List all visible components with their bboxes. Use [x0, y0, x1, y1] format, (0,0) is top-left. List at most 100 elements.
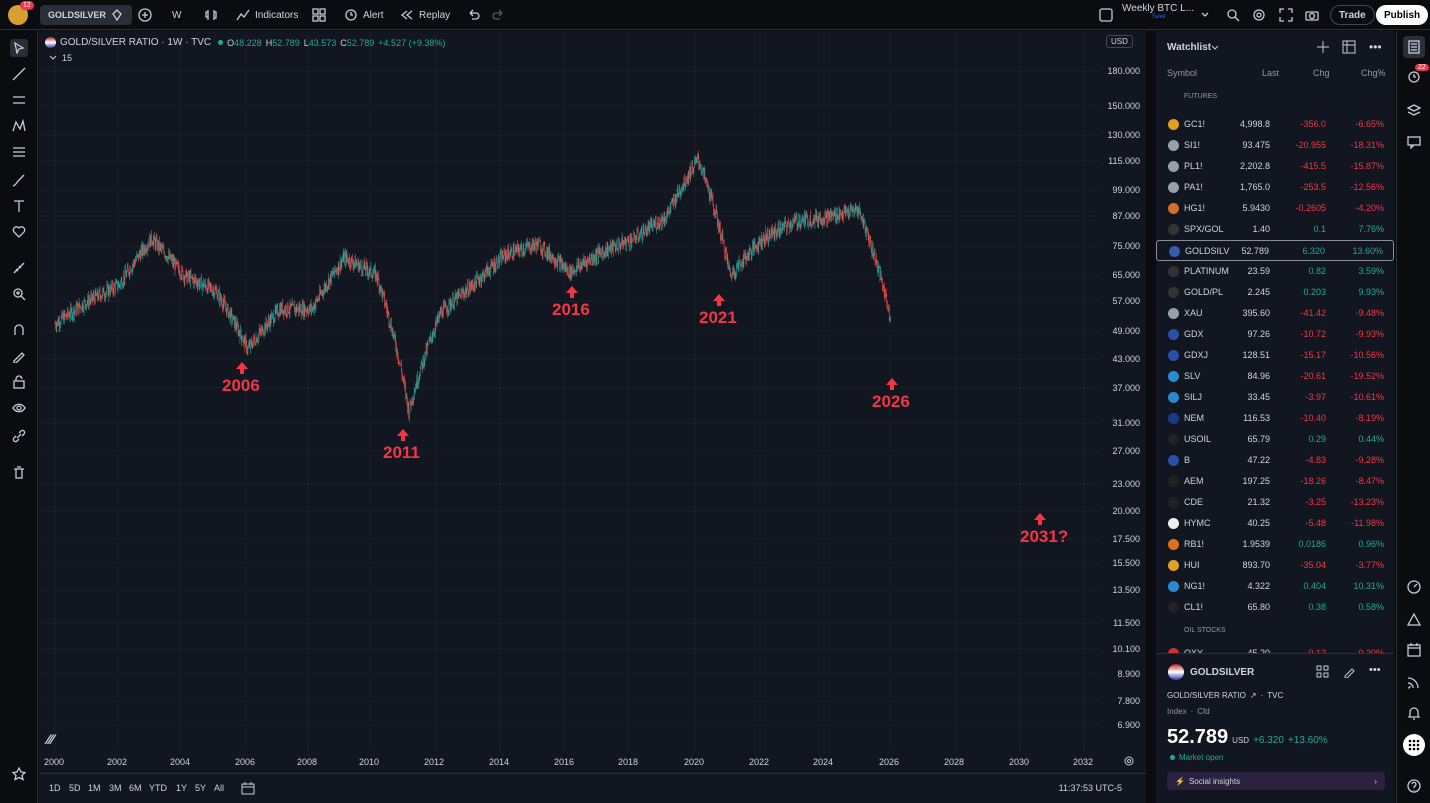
lock-drawings-tool[interactable]: [10, 373, 28, 391]
range-button[interactable]: 5D: [69, 783, 81, 793]
apps-tab[interactable]: [1403, 734, 1425, 756]
horizontal-lines-tool[interactable]: [10, 91, 28, 109]
ideas-tab[interactable]: [1403, 609, 1425, 631]
watchlist-row[interactable]: RB1! 1.9539 0.0186 0.96%: [1156, 534, 1394, 555]
watchlist-row[interactable]: B 47.22 -4.83 -9.28%: [1156, 450, 1394, 471]
add-symbol-button[interactable]: [1316, 40, 1330, 57]
publish-button[interactable]: Publish: [1376, 5, 1429, 25]
text-tool[interactable]: [10, 197, 28, 215]
col-last[interactable]: Last: [1262, 68, 1280, 78]
col-pct[interactable]: Chg%: [1361, 68, 1386, 78]
avatar[interactable]: 12: [8, 1, 34, 25]
watchlist-row[interactable]: PLATINUM 23.59 0.82 3.59%: [1156, 261, 1394, 282]
detail-more-button[interactable]: •••: [1369, 664, 1381, 676]
watchlist-dropdown[interactable]: [1211, 43, 1219, 55]
fullscreen-button[interactable]: [1279, 5, 1293, 25]
watchlist-row[interactable]: HUI 893.70 -35.04 -3.77%: [1156, 555, 1394, 576]
watchlist-row[interactable]: SLV 84.96 -20.61 -19.52%: [1156, 366, 1394, 387]
watchlist-row[interactable]: NEM 116.53 -10.40 -8.19%: [1156, 408, 1394, 429]
detail-name[interactable]: GOLD/SILVER RATIO: [1167, 691, 1246, 700]
layout-checkbox[interactable]: [1099, 5, 1113, 25]
chart-pane[interactable]: GOLD/SILVER RATIO · 1W · TVC O48.228 H52…: [39, 31, 1146, 773]
remove-drawings-tool[interactable]: [10, 463, 28, 481]
alert-button[interactable]: Alert: [344, 5, 384, 25]
watchlist-row[interactable]: USOIL 65.79 0.29 0.44%: [1156, 429, 1394, 450]
pattern-tool[interactable]: [10, 117, 28, 135]
detail-edit-button[interactable]: [1343, 665, 1356, 681]
trade-button[interactable]: Trade: [1330, 5, 1375, 25]
user-avatar[interactable]: 12: [8, 1, 34, 25]
link-tool[interactable]: [10, 427, 28, 445]
more-options-button[interactable]: •••: [1369, 40, 1382, 54]
watchlist-row[interactable]: AEM 197.25 -18.26 -8.47%: [1156, 471, 1394, 492]
zoom-tool[interactable]: [10, 285, 28, 303]
watchlist-row[interactable]: CL1! 65.80 0.38 0.58%: [1156, 597, 1394, 618]
watchlist-row[interactable]: HG1! 5.9430 -0.2605 -4.20%: [1156, 198, 1394, 219]
watchlist-row[interactable]: GDX 97.26 -10.72 -9.93%: [1156, 324, 1394, 345]
watchlist-row[interactable]: GOLDSILV 52.789 6.320 13.60%: [1156, 240, 1394, 261]
social-insights-button[interactable]: ⚡ Social insights ›: [1167, 772, 1385, 790]
range-button[interactable]: YTD: [149, 783, 167, 793]
compare-symbol-button[interactable]: [138, 5, 152, 25]
technicals-tab[interactable]: [1403, 576, 1425, 598]
layout-dropdown[interactable]: [1200, 5, 1210, 25]
range-button[interactable]: All: [214, 783, 225, 793]
watchlist-row[interactable]: XAU 395.60 -41.42 -9.48%: [1156, 303, 1394, 324]
indicators-button[interactable]: Indicators: [236, 5, 298, 25]
range-button[interactable]: 1M: [88, 783, 101, 793]
cursor-tool[interactable]: [10, 39, 28, 57]
axis-settings-button[interactable]: [1123, 755, 1135, 770]
section-oil-stocks[interactable]: OIL STOCKS: [1184, 627, 1226, 634]
favorites-tool[interactable]: [10, 223, 28, 241]
favorites-star-tool[interactable]: [10, 765, 28, 783]
chart-canvas[interactable]: [39, 31, 1146, 773]
range-button[interactable]: 1Y: [176, 783, 188, 793]
notifications-tab[interactable]: [1403, 702, 1425, 724]
brush-tool[interactable]: [10, 171, 28, 189]
trendline-tool[interactable]: [10, 65, 28, 83]
section-futures[interactable]: FUTURES: [1184, 93, 1218, 100]
redo-button[interactable]: [492, 5, 506, 25]
watchlist-row[interactable]: PA1! 1,765.0 -253.5 -12.56%: [1156, 177, 1394, 198]
indicators-toggle[interactable]: 15: [49, 53, 72, 63]
watchlist-row[interactable]: OXY 45.20 -0.12 -0.20%: [1156, 643, 1394, 653]
currency-selector[interactable]: USD: [1106, 35, 1133, 48]
stay-drawing-tool[interactable]: [10, 347, 28, 365]
watchlist-row[interactable]: SI1! 93.475 -20.955 -18.31%: [1156, 135, 1394, 156]
col-chg[interactable]: Chg: [1313, 68, 1330, 78]
layout-name-button[interactable]: Weekly BTC L... Save: [1122, 3, 1194, 23]
range-button[interactable]: 6M: [129, 783, 142, 793]
detail-symbol[interactable]: GOLDSILVER: [1190, 667, 1255, 678]
layouts-button[interactable]: [312, 5, 326, 25]
col-symbol[interactable]: Symbol: [1167, 68, 1198, 78]
date-range-button[interactable]: [241, 781, 255, 798]
interval-button[interactable]: W: [172, 5, 181, 25]
hide-drawings-tool[interactable]: [10, 399, 28, 417]
watchlist-row[interactable]: GOLD/PL 2.245 0.203 9.93%: [1156, 282, 1394, 303]
news-tab[interactable]: [1403, 671, 1425, 693]
detail-layout-button[interactable]: [1316, 665, 1329, 681]
measure-tool[interactable]: [10, 259, 28, 277]
screenshot-button[interactable]: [1305, 5, 1319, 25]
magnet-tool[interactable]: [10, 321, 28, 339]
object-tree-tab[interactable]: [1403, 99, 1425, 121]
quick-search-button[interactable]: [1226, 5, 1240, 25]
undo-button[interactable]: [466, 5, 480, 25]
settings-button[interactable]: [1252, 5, 1266, 25]
watchlist-row[interactable]: CDE 21.32 -3.25 -13.23%: [1156, 492, 1394, 513]
alerts-tab[interactable]: 22: [1403, 64, 1429, 88]
watchlist-row[interactable]: GC1! 4,998.8 -356.0 -6.65%: [1156, 114, 1394, 135]
watchlist-title[interactable]: Watchlist: [1167, 42, 1212, 53]
range-button[interactable]: 5Y: [195, 783, 207, 793]
watchlist-row[interactable]: PL1! 2,202.8 -415.5 -15.87%: [1156, 156, 1394, 177]
symbol-search-button[interactable]: GOLDSILVER: [40, 5, 132, 25]
watchlist-row[interactable]: NG1! 4.322 0.404 10.31%: [1156, 576, 1394, 597]
watchlist-tab[interactable]: [1403, 36, 1425, 58]
fib-tool[interactable]: [10, 143, 28, 161]
watchlist-row[interactable]: SILJ 33.45 -3.97 -10.61%: [1156, 387, 1394, 408]
replay-button[interactable]: Replay: [400, 5, 450, 25]
watchlist-row[interactable]: SPX/GOL 1.40 0.1 7.76%: [1156, 219, 1394, 240]
range-button[interactable]: 1D: [49, 783, 61, 793]
calendar-tab[interactable]: [1403, 639, 1425, 661]
chat-tab[interactable]: [1403, 131, 1425, 153]
